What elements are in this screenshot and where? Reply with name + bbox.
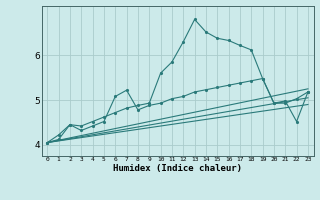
X-axis label: Humidex (Indice chaleur): Humidex (Indice chaleur): [113, 164, 242, 173]
